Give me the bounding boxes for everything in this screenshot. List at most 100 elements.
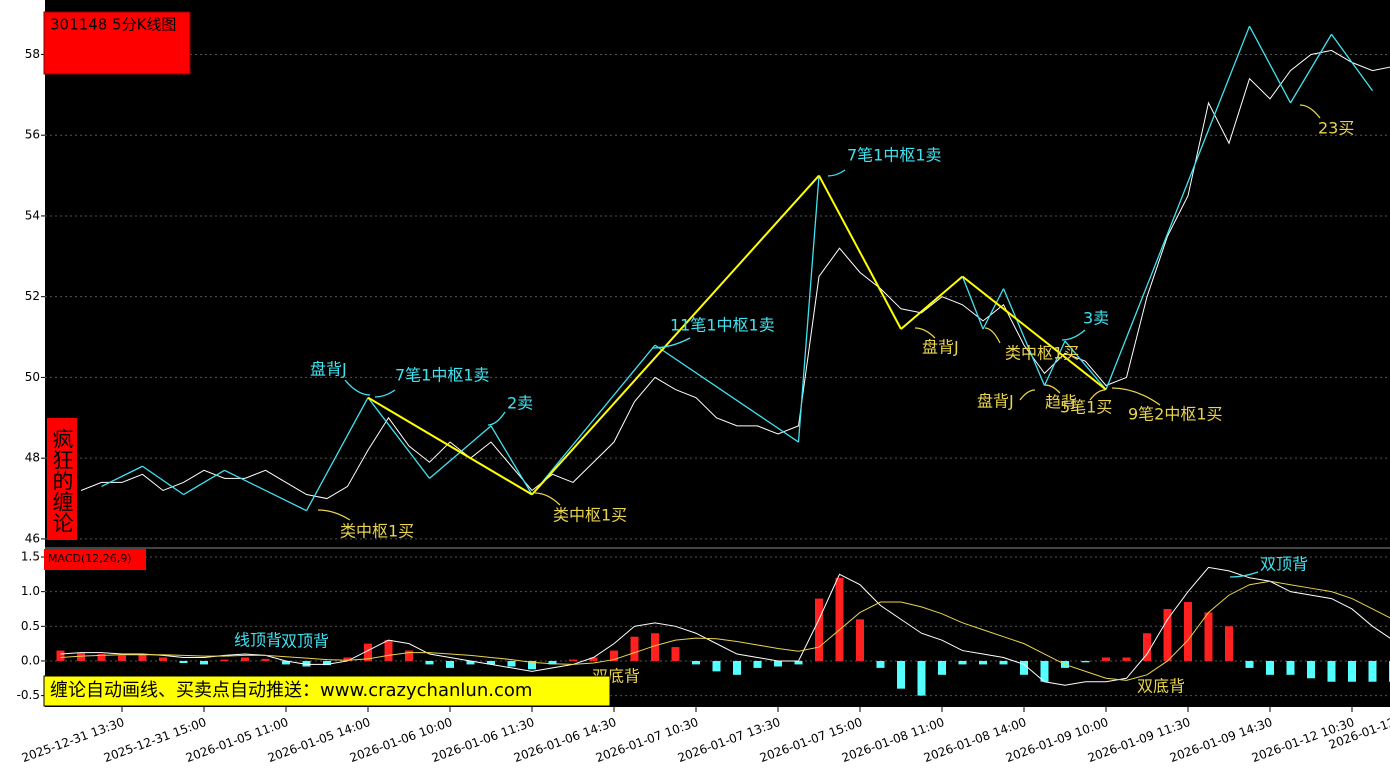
- stroke-segment: [1043, 340, 1066, 386]
- macd-bar: [999, 660, 1008, 665]
- y-tick-label: 0.0: [21, 653, 40, 667]
- stroke-segment: [101, 465, 143, 488]
- macd-bar: [507, 660, 516, 667]
- annotation: 类中枢1买: [553, 506, 627, 525]
- stroke-segment: [490, 425, 533, 495]
- macd-bar: [1040, 660, 1049, 682]
- macd-bar: [815, 598, 823, 661]
- macd-bar: [302, 660, 311, 667]
- annotation-arrow: [374, 389, 396, 398]
- macd-title: MACD(12,26,9): [48, 552, 132, 565]
- annotation-arrow: [487, 411, 506, 426]
- stroke-segment: [900, 275, 964, 330]
- macd-bar: [282, 660, 290, 665]
- stroke-segment: [367, 397, 431, 479]
- macd-bar: [897, 660, 905, 689]
- stroke-segment: [367, 396, 533, 496]
- y-tick-label: 50: [25, 370, 40, 384]
- annotation-arrow: [1111, 387, 1161, 406]
- y-tick-label: 1.0: [21, 584, 40, 598]
- y-tick-label: 52: [25, 289, 40, 303]
- macd-bar: [876, 660, 885, 668]
- macd-bar: [77, 652, 85, 661]
- macd-bar: [1368, 660, 1377, 682]
- series-line: [60, 580, 1390, 681]
- annotation: 类中枢1买: [340, 522, 414, 541]
- stroke-segment: [224, 469, 307, 512]
- stroke-segment: [183, 469, 225, 496]
- annotation: 9笔2中枢1买: [1128, 405, 1223, 424]
- series-line: [60, 566, 1390, 686]
- annotation: 7笔1中枢1卖: [847, 146, 942, 165]
- macd-bar: [487, 660, 495, 665]
- annotation: 盘背J: [310, 360, 347, 379]
- annotation-arrow: [914, 327, 936, 339]
- annotation-arrow: [1044, 384, 1061, 394]
- annotation: 5笔1买: [1060, 398, 1112, 417]
- y-tick-label: 1.5: [21, 550, 40, 564]
- macd-bar: [200, 660, 208, 665]
- annotation-arrow: [317, 509, 351, 521]
- chart-title: 301148 5分K线图: [50, 16, 176, 34]
- annotation-arrow: [344, 379, 371, 396]
- annotation: 线顶背: [234, 631, 282, 650]
- y-tick-label: 56: [25, 128, 40, 142]
- stroke-segment: [1248, 25, 1292, 104]
- annotation-arrow: [1019, 389, 1036, 401]
- annotation: 类中枢1买: [1005, 344, 1079, 363]
- series-line: [80, 49, 1390, 500]
- macd-bar: [1081, 660, 1090, 663]
- macd-bar: [1143, 633, 1151, 661]
- macd-bar: [733, 660, 741, 675]
- y-tick-label: 58: [25, 47, 40, 61]
- stroke-segment: [1064, 340, 1107, 390]
- annotation: 盘背J: [977, 392, 1014, 411]
- macd-bar: [384, 640, 393, 661]
- stroke-segment: [531, 344, 656, 495]
- stroke-segment: [1105, 25, 1251, 390]
- annotation-arrow: [1061, 329, 1086, 341]
- macd-bar: [1122, 657, 1131, 661]
- annotation-arrow: [651, 337, 691, 349]
- macd-bar: [1266, 660, 1274, 675]
- annotation: 11笔1中枢1卖: [670, 316, 775, 335]
- macd-bar: [1245, 660, 1254, 668]
- annotation: 趋背: [1045, 393, 1077, 412]
- plot-area: 盘背J 7笔1中枢1卖2卖类中枢1买类中枢1买11笔1中枢1卖7笔1中枢1卖盘背J…: [45, 25, 1390, 697]
- stroke-segment: [961, 276, 984, 330]
- y-tick-label: 46: [25, 531, 40, 545]
- macd-bar: [1348, 660, 1356, 682]
- annotation-arrow: [1229, 571, 1259, 578]
- macd-bar: [97, 654, 106, 661]
- macd-bar: [1184, 602, 1192, 661]
- macd-bar: [446, 660, 454, 668]
- macd-bar: [364, 643, 372, 661]
- macd-label-box: [44, 549, 146, 570]
- annotation: 盘背J: [922, 338, 959, 357]
- stroke-segment: [1002, 288, 1046, 386]
- macd-bar: [753, 660, 762, 668]
- macd-bar: [938, 660, 946, 675]
- stroke-segment: [142, 465, 184, 496]
- stroke-segment: [797, 175, 820, 443]
- macd-bar: [118, 655, 126, 661]
- macd-bar: [835, 577, 844, 661]
- stroke-segment: [1330, 33, 1374, 92]
- macd-bar: [1307, 660, 1315, 679]
- macd-bar: [979, 660, 987, 665]
- macd-bar: [220, 659, 229, 661]
- annotation-arrow: [827, 169, 846, 177]
- macd-bar: [630, 636, 639, 661]
- macd-bar: [569, 659, 577, 661]
- annotation-arrow: [1299, 104, 1321, 119]
- macd-bar: [138, 654, 147, 661]
- stroke-segment: [531, 174, 820, 496]
- stroke-segment: [818, 175, 902, 330]
- macd-bar: [589, 657, 598, 661]
- macd-bar: [692, 660, 700, 665]
- macd-bar: [958, 660, 967, 665]
- annotation-arrow: [534, 492, 561, 506]
- annotation: 双底背: [1137, 677, 1185, 696]
- annotation-arrow: [984, 327, 1001, 344]
